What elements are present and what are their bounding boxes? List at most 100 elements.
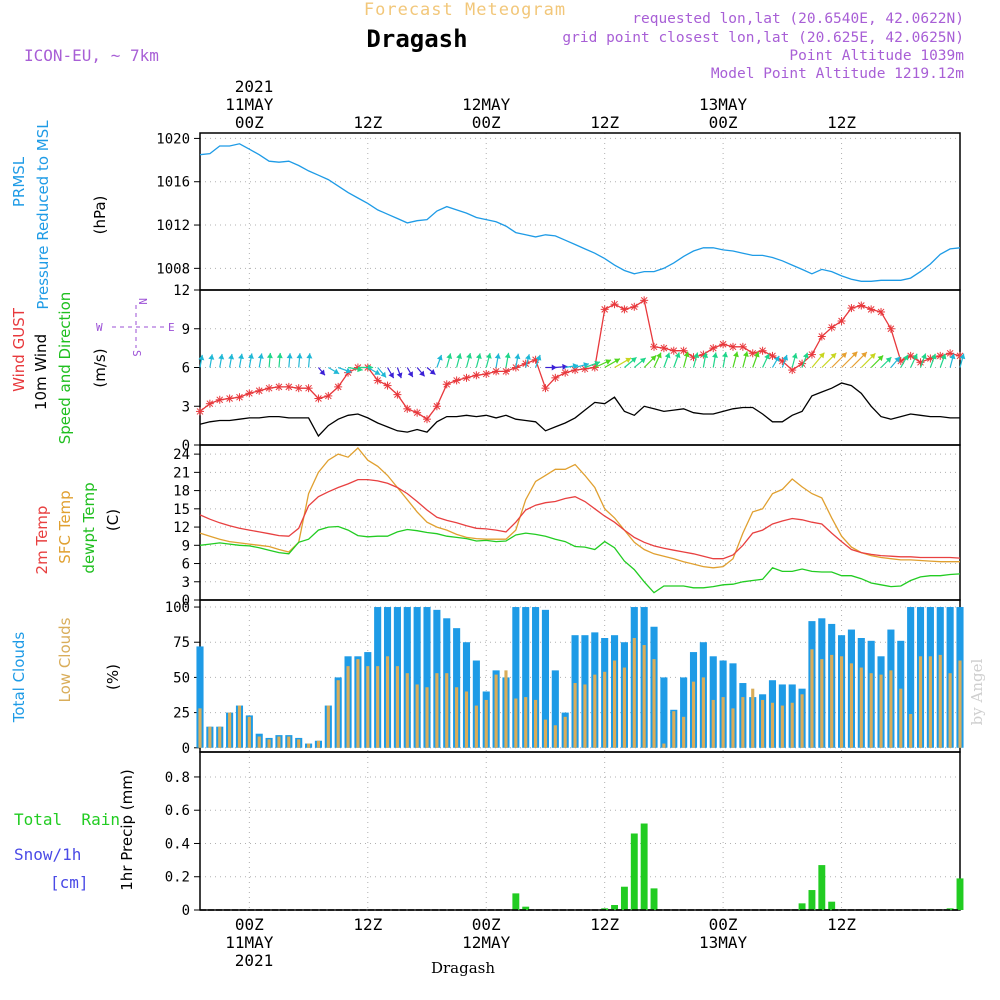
info-gridpoint: grid point closest lon,lat (20.625E, 42.… [562, 30, 964, 46]
gust-marker [847, 304, 856, 313]
gust-marker [235, 393, 244, 402]
low-cloud-bar [761, 699, 765, 748]
precip-unit: 1hr Precip (mm) [118, 769, 136, 890]
ytick-label-2-2: 6 [182, 361, 190, 377]
compass-e: E [168, 321, 175, 334]
compass-n: N [136, 298, 149, 305]
total-cloud-bar [472, 660, 480, 748]
low-cloud-bar [287, 736, 291, 748]
total-cloud-bar [512, 607, 520, 748]
ytick-label-2-3: 9 [182, 322, 190, 338]
gust-marker [728, 342, 737, 351]
low-cloud-bar [494, 674, 498, 748]
wind-dir-arrow [633, 357, 647, 368]
wind-dir-arrow [306, 353, 313, 368]
wind-dir-arrow [198, 354, 205, 368]
ytick-label-4-3: 75 [173, 635, 190, 651]
ytick-label-4-0: 0 [182, 741, 190, 757]
gust-marker [748, 349, 757, 358]
ytick-label-1-1: 1012 [156, 218, 190, 234]
snow-label: Snow/1h [14, 845, 81, 864]
wind-dir-arrow [791, 352, 798, 368]
pressure-line [199, 143, 961, 282]
temp-unit: (C) [104, 509, 122, 531]
low-cloud-bar [859, 667, 863, 748]
low-cloud-bar [514, 698, 518, 748]
low-cloud-bar [583, 684, 587, 748]
wind-dir-arrow [762, 353, 770, 368]
ytick-label-1-0: 1008 [156, 261, 190, 277]
low-cloud-bar [504, 670, 508, 748]
wind-dir-arrow [663, 352, 671, 368]
panel-frame-1 [199, 132, 961, 291]
rain-bar [818, 865, 826, 910]
low-cloud-bar [820, 659, 824, 748]
low-cloud-bar [445, 673, 449, 748]
wind-dir-arrow [919, 353, 927, 368]
time-bottom-date-4: 13MAY [699, 933, 748, 952]
ytick-label-4-2: 50 [173, 670, 190, 686]
wind-dir-arrow [406, 367, 414, 378]
wind-dir-arrow [475, 353, 482, 368]
low-cloud-bar [928, 656, 932, 748]
low-cloud-bar [958, 660, 962, 748]
wind-dir-arrow [377, 367, 387, 378]
gust-marker [867, 305, 876, 314]
low-cloud-bar [455, 687, 459, 748]
rain-bar [611, 905, 618, 910]
gust-marker [403, 404, 412, 413]
wind-dir-arrow [396, 367, 403, 379]
panel-5: 0 0.2 0.4 0.6 0.8 [165, 751, 961, 919]
low-cloud-bar [612, 660, 617, 748]
clouds-unit: (%) [104, 664, 122, 690]
wind-dir-arrow [456, 353, 463, 368]
low-cloud-bar [839, 656, 844, 748]
wind-dir-arrow [367, 366, 381, 376]
wind-dir-arrow [565, 363, 579, 370]
ytick-label-3-4: 12 [173, 520, 190, 536]
wind-unit: (m/s) [91, 348, 109, 387]
wind-dir-arrow [416, 367, 426, 377]
low-cloud-bar [316, 740, 321, 748]
prmsl-label: PRMSL [10, 156, 28, 207]
gust-marker [600, 305, 609, 314]
gust-marker [640, 296, 649, 305]
wind-dir-arrow [436, 354, 443, 368]
wind-dir-arrow [801, 352, 809, 368]
panel-frame-5 [199, 751, 961, 911]
panel-3: 0 3 6 9 12 15 18 21 24 [173, 444, 961, 609]
gust-marker [877, 307, 886, 316]
ytick-label-1-3: 1020 [156, 131, 190, 147]
low-cloud-bar [780, 705, 784, 748]
location-title: Dragash [366, 25, 467, 53]
time-bottom-hour-2: 00Z [472, 915, 501, 934]
gust-marker [245, 389, 254, 398]
ytick-label-3-7: 21 [173, 465, 190, 481]
wind-dir-arrow [525, 354, 531, 368]
wind-dir-arrow [643, 355, 657, 368]
temp2m-label: 2m Temp [33, 506, 51, 575]
wind-dir-arrow [851, 351, 868, 368]
info-point-altitude: Point Altitude 1039m [789, 48, 964, 64]
low-cloud-bar [247, 716, 251, 748]
wind-dir-arrow [624, 356, 637, 368]
time-top-hour-2: 00Z [472, 113, 501, 132]
time-top-date-4: 13MAY [699, 95, 748, 114]
gust-marker [324, 391, 333, 400]
time-bottom-hour-5: 12Z [827, 915, 856, 934]
low-cloud-bar [277, 736, 281, 748]
total-cloud-bar [423, 607, 431, 748]
wind-dir-arrow [594, 359, 612, 369]
ytick-label-3-2: 6 [182, 557, 190, 573]
wind-dir-arrow [465, 352, 472, 368]
ytick-label-3-5: 15 [173, 502, 190, 518]
wind-dir-arrow [732, 351, 739, 368]
temp-2m-line [199, 478, 961, 560]
wind-series [196, 296, 966, 438]
wind-dir-arrow [860, 352, 876, 368]
pressure-label: Pressure Reduced to MSL [34, 120, 52, 310]
gust-marker [807, 350, 816, 359]
ytick-label-5-3: 0.6 [165, 803, 190, 819]
wind-dir-arrow [328, 366, 340, 375]
time-bottom-date-0: 11MAY [225, 933, 274, 952]
